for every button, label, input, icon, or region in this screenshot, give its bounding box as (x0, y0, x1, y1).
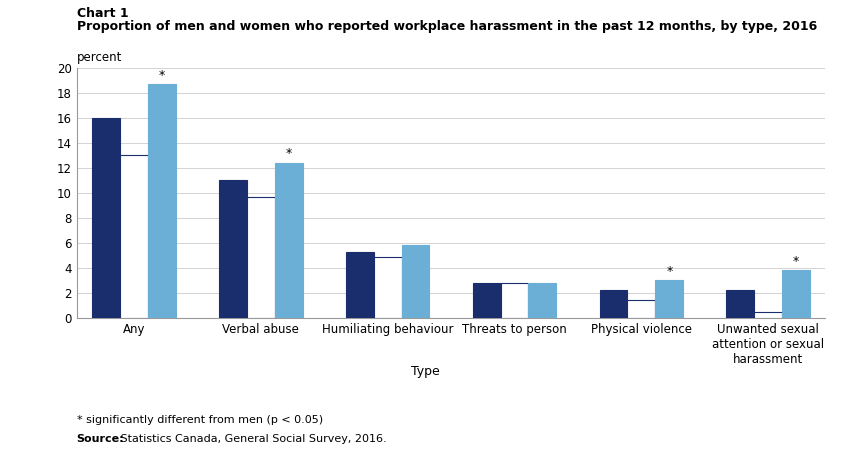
Text: Chart 1: Chart 1 (77, 7, 129, 20)
Text: Proportion of men and women who reported workplace harassment in the past 12 mon: Proportion of men and women who reported… (77, 20, 817, 34)
Bar (500, 283, 528, 318)
Bar (727, 291, 754, 318)
Bar (402, 245, 430, 318)
Text: Source:: Source: (77, 434, 124, 444)
Bar (120, 155, 148, 318)
Text: *: * (285, 148, 292, 160)
Text: *: * (666, 265, 672, 278)
Bar (148, 84, 175, 318)
Text: percent: percent (77, 50, 122, 64)
Bar (655, 280, 683, 318)
Bar (600, 291, 627, 318)
Text: Type: Type (411, 365, 440, 379)
Bar (754, 311, 782, 318)
Text: * significantly different from men (p < 0.05): * significantly different from men (p < … (77, 415, 323, 425)
Bar (275, 163, 302, 318)
Bar (219, 180, 247, 318)
Text: Statistics Canada, General Social Survey, 2016.: Statistics Canada, General Social Survey… (117, 434, 387, 444)
Bar (627, 301, 655, 318)
Bar (782, 270, 810, 318)
Bar (528, 283, 557, 318)
Text: *: * (793, 255, 799, 268)
Text: *: * (158, 69, 165, 82)
Bar (247, 197, 275, 318)
Bar (346, 252, 374, 318)
Bar (92, 118, 120, 318)
Bar (472, 283, 500, 318)
Bar (374, 257, 402, 318)
